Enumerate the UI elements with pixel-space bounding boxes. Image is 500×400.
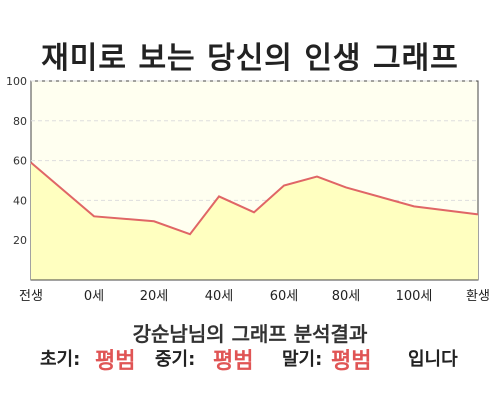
mid-value: 평범 bbox=[213, 349, 254, 374]
early-value: 평범 bbox=[95, 349, 136, 374]
x-tick-label: 20세 bbox=[140, 289, 169, 304]
series-area bbox=[31, 162, 478, 280]
mid-label: 중기: bbox=[155, 349, 196, 370]
x-tick-label: 환생 bbox=[466, 289, 490, 304]
page-title: 재미로 보는 당신의 인생 그래프 bbox=[41, 41, 459, 76]
series-line bbox=[30, 161, 479, 236]
x-tick-label: 100세 bbox=[396, 289, 433, 304]
analysis-subtitle: 강순남님의 그래프 분석결과 bbox=[132, 322, 368, 346]
ending-text: 입니다 bbox=[408, 349, 458, 370]
x-tick-label: 0세 bbox=[84, 289, 104, 304]
late-label: 말기: bbox=[282, 349, 323, 370]
late-value: 평범 bbox=[331, 349, 372, 374]
y-tick-label: 100 bbox=[6, 75, 27, 88]
early-label: 초기: bbox=[40, 349, 81, 370]
y-tick-label: 60 bbox=[13, 155, 27, 168]
x-tick-label: 40세 bbox=[205, 289, 234, 304]
x-tick-label: 80세 bbox=[332, 289, 361, 304]
y-tick-label: 80 bbox=[13, 115, 27, 128]
x-tick-label: 60세 bbox=[270, 289, 299, 304]
x-tick-label: 전생 bbox=[19, 289, 43, 304]
y-tick-label: 40 bbox=[13, 194, 27, 207]
y-tick-label: 20 bbox=[13, 234, 27, 247]
